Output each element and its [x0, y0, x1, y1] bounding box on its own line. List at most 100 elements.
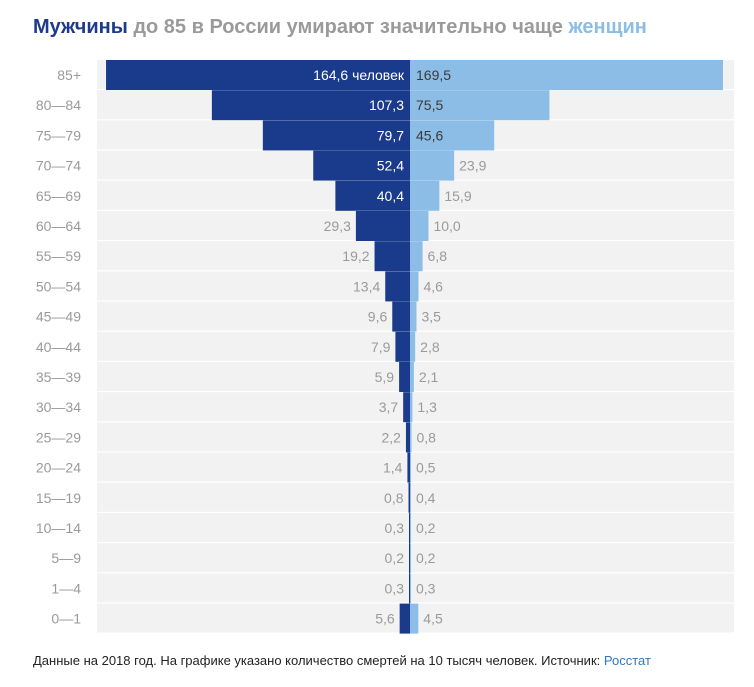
women-value-label: 6,8 [428, 248, 448, 264]
men-bar [408, 482, 410, 513]
men-value-label: 29,3 [324, 218, 351, 234]
men-bar [335, 180, 410, 211]
men-value-label: 1,4 [383, 460, 403, 476]
age-group-label: 20—24 [36, 460, 81, 476]
men-value-label: 2,2 [381, 429, 401, 445]
women-bar [410, 573, 411, 604]
women-bar [410, 301, 417, 332]
women-bar [410, 362, 414, 392]
men-bar [392, 301, 410, 332]
men-value-label: 52,4 [377, 158, 404, 174]
women-value-label: 4,5 [423, 611, 443, 627]
women-value-label: 1,3 [417, 399, 437, 415]
row-band [97, 422, 734, 452]
row-band [97, 543, 734, 573]
men-value-label: 9,6 [368, 309, 388, 325]
men-bar [374, 241, 410, 272]
age-group-label: 80—84 [36, 97, 81, 113]
men-bar [313, 150, 410, 181]
title-women-word: женщин [568, 16, 647, 38]
men-bar [409, 513, 410, 543]
women-bar [410, 180, 440, 211]
men-bar [399, 362, 410, 392]
row-band [97, 452, 734, 482]
men-value-label: 0,2 [385, 550, 405, 566]
women-bar [410, 331, 416, 362]
men-value-label: 0,8 [384, 490, 404, 506]
age-group-label: 1—4 [51, 580, 81, 596]
women-value-label: 3,5 [421, 309, 441, 325]
women-bar [410, 211, 429, 241]
women-value-label: 23,9 [459, 158, 486, 174]
men-bar [403, 392, 410, 423]
women-bar [410, 60, 723, 90]
men-value-label: 7,9 [371, 339, 391, 355]
row-band [97, 362, 734, 391]
title-middle-text: до 85 в России умирают значительно чаще [127, 16, 569, 38]
age-group-label: 45—49 [36, 309, 81, 325]
men-value-label: 79,7 [377, 127, 404, 143]
row-band [97, 392, 734, 422]
men-value-label: 0,3 [385, 520, 405, 536]
age-group-label: 40—44 [36, 339, 81, 355]
women-value-label: 45,6 [416, 127, 443, 143]
women-value-label: 75,5 [416, 97, 443, 113]
men-bar [106, 60, 411, 90]
men-value-label: 3,7 [379, 399, 399, 415]
age-group-label: 55—59 [36, 248, 81, 264]
men-bar [407, 452, 410, 483]
men-bar [399, 603, 410, 634]
age-group-label: 5—9 [51, 550, 81, 566]
men-value-label: 13,4 [353, 278, 380, 294]
women-value-label: 0,2 [416, 520, 436, 536]
women-value-label: 0,3 [416, 580, 436, 596]
women-bar [410, 120, 495, 151]
age-group-label: 0—1 [51, 611, 81, 627]
women-bar [410, 392, 413, 423]
women-value-label: 2,1 [419, 369, 439, 385]
women-bar [410, 543, 411, 574]
women-bar [410, 150, 455, 181]
women-bar [410, 90, 550, 121]
women-value-label: 2,8 [420, 339, 440, 355]
women-bar [410, 513, 411, 543]
men-bar [262, 120, 410, 151]
men-bar [405, 422, 410, 453]
women-bar [410, 482, 411, 513]
row-band [97, 482, 734, 512]
population-pyramid-chart: 85+ 164,6 человек 169,5 80—84 107,3 75,5 75—79… [36, 60, 734, 634]
women-bar [410, 452, 411, 483]
women-value-label: 0,5 [416, 460, 436, 476]
women-bar [410, 241, 423, 272]
row-band [97, 573, 734, 603]
women-value-label: 4,6 [423, 278, 443, 294]
men-value-label: 19,2 [342, 248, 369, 264]
chart-title: Мужчины до 85 в России умирают значитель… [33, 16, 647, 39]
men-value-label: 0,3 [385, 580, 405, 596]
title-men-word: Мужчины [33, 16, 128, 38]
women-value-label: 15,9 [444, 188, 471, 204]
men-value-label: 40,4 [377, 188, 404, 204]
age-group-label: 25—29 [36, 429, 81, 445]
men-value-label: 5,6 [375, 611, 395, 627]
footer-note: Данные на 2018 год. На графике указано к… [33, 653, 651, 668]
age-group-label: 50—54 [36, 278, 81, 294]
age-group-label: 10—14 [36, 520, 81, 536]
women-value-label: 10,0 [433, 218, 460, 234]
men-bar [409, 543, 410, 574]
footer-text: Данные на 2018 год. На графике указано к… [33, 653, 604, 668]
age-group-label: 30—34 [36, 399, 81, 415]
age-group-label: 75—79 [36, 127, 81, 143]
men-bar [355, 211, 410, 241]
women-value-label: 0,2 [416, 550, 436, 566]
men-value-label: 164,6 человек [313, 67, 405, 83]
row-band [97, 513, 734, 542]
men-value-label: 5,9 [375, 369, 395, 385]
row-band [97, 331, 734, 361]
age-group-label: 35—39 [36, 369, 81, 385]
age-group-label: 60—64 [36, 218, 81, 234]
source-link[interactable]: Росстат [603, 653, 651, 668]
age-group-label: 15—19 [36, 490, 81, 506]
women-bar [410, 271, 419, 302]
men-bar [385, 271, 410, 302]
